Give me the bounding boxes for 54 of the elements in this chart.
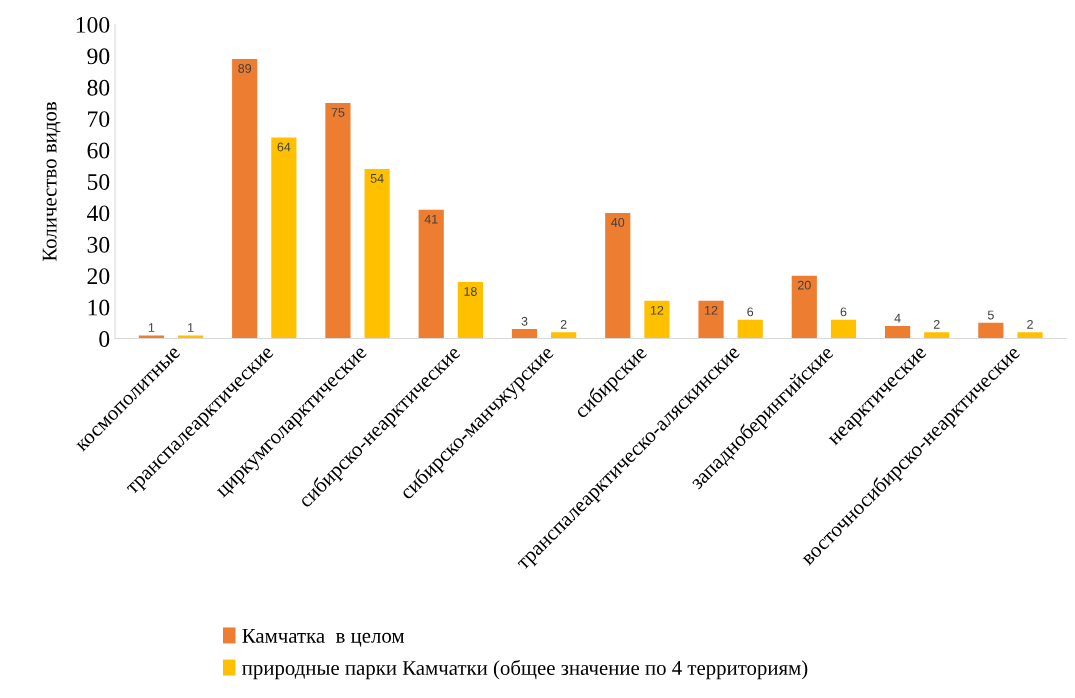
bar <box>457 281 483 339</box>
bar <box>1017 332 1043 339</box>
data-label: 41 <box>424 214 438 224</box>
data-label: 1 <box>148 323 155 332</box>
data-label: 3 <box>521 316 528 326</box>
data-label: 40 <box>611 217 625 227</box>
data-label: 6 <box>747 307 754 317</box>
bar <box>271 137 297 339</box>
y-tick-label: 90 <box>87 48 110 65</box>
y-tick-label: 80 <box>87 79 110 96</box>
data-label: 75 <box>331 108 345 117</box>
legend-label: Камчатка в целом <box>242 629 405 647</box>
y-tick-label: 20 <box>87 268 110 285</box>
y-axis-title: Количество видов <box>42 102 61 262</box>
data-label: 2 <box>1027 319 1033 329</box>
bar <box>644 300 670 339</box>
data-label: 6 <box>840 307 847 317</box>
data-label: 12 <box>650 305 664 315</box>
y-tick-label: 50 <box>87 173 110 190</box>
y-tick-label: 70 <box>88 111 110 128</box>
y-tick-label: 100 <box>76 16 110 33</box>
legend-label: природные парки Камчатки (общее значение по 4 территориям) <box>242 659 808 680</box>
y-tick-label: 30 <box>87 236 110 253</box>
data-label: 1 <box>188 323 194 332</box>
bar <box>325 102 351 339</box>
bar <box>791 275 817 339</box>
data-label: 4 <box>894 313 901 323</box>
data-label: 2 <box>933 319 940 329</box>
bar <box>364 168 390 339</box>
bar <box>924 332 950 339</box>
bar <box>830 319 857 339</box>
bar <box>177 335 204 339</box>
y-tick-label: 40 <box>87 205 110 222</box>
bar <box>737 319 763 339</box>
y-tick-label: 10 <box>88 299 110 316</box>
bar <box>232 58 258 339</box>
data-label: 64 <box>277 142 291 152</box>
data-label: 2 <box>560 319 567 329</box>
bar <box>978 322 1004 339</box>
bar <box>418 209 444 339</box>
bar <box>138 335 164 339</box>
data-label: 54 <box>370 174 384 183</box>
bar <box>551 332 577 339</box>
y-tick-label: 0 <box>99 331 110 347</box>
data-label: 89 <box>238 64 252 73</box>
data-label: 18 <box>464 287 477 296</box>
y-tick-label: 60 <box>87 142 110 159</box>
data-label: 20 <box>797 280 811 290</box>
data-label: 12 <box>705 305 718 315</box>
bar <box>511 329 538 339</box>
data-label: 5 <box>987 310 994 320</box>
bar <box>884 325 911 339</box>
bar <box>698 300 724 339</box>
bar <box>605 212 631 339</box>
